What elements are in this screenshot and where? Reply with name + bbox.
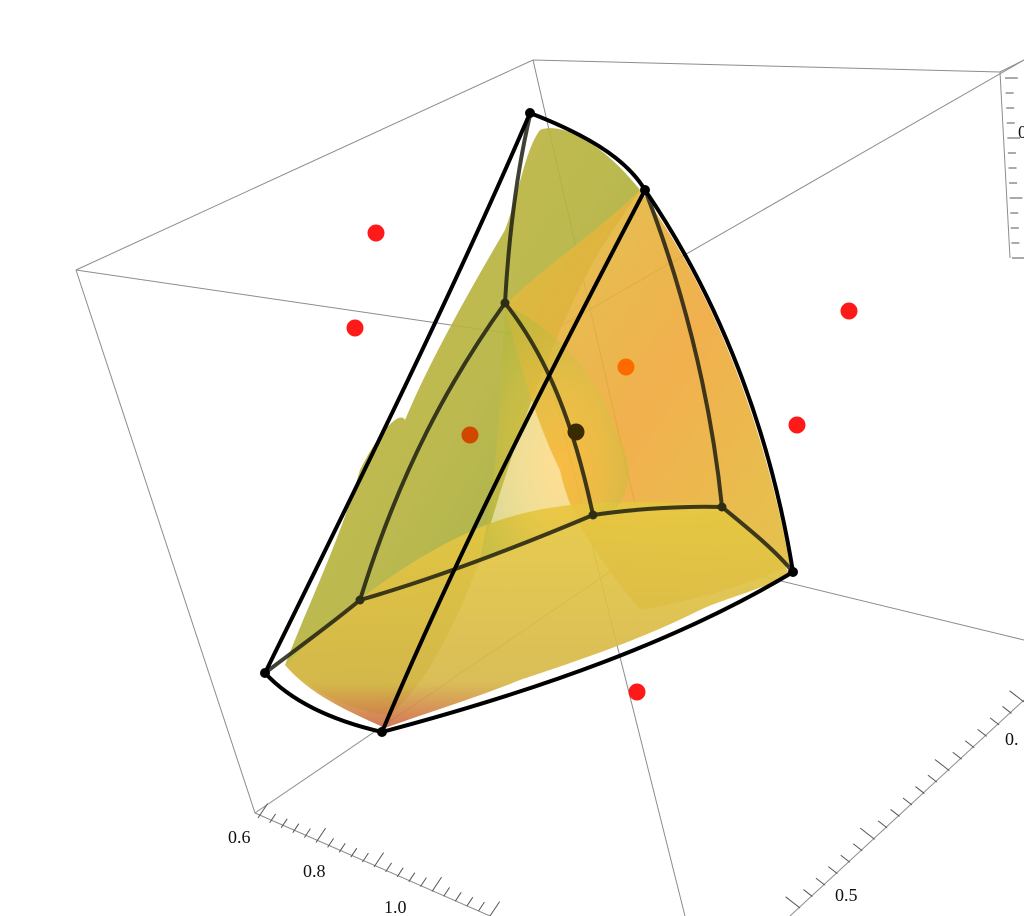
axis-tick <box>803 889 813 897</box>
axis-tick <box>315 827 327 843</box>
inner-edge <box>358 513 595 602</box>
axis-tick <box>927 774 938 783</box>
vertex <box>377 727 387 737</box>
outer-edge <box>263 671 384 734</box>
vertex <box>588 510 598 520</box>
left-axis-tick-label: 1.0 <box>384 897 407 916</box>
axis-tick <box>915 786 925 794</box>
vertex <box>500 298 510 308</box>
axis-tick <box>280 818 288 829</box>
axis-tick <box>361 852 369 863</box>
scatter-point-inner-2 <box>461 426 479 444</box>
axis-tick <box>1002 706 1012 714</box>
axis-tick <box>964 740 975 749</box>
axis-tick <box>815 877 826 886</box>
axis-tick <box>303 828 311 838</box>
left-axis-tick-label: 0.8 <box>303 861 326 881</box>
inner-edge <box>358 301 507 602</box>
box-edge <box>254 812 491 916</box>
right-axis-tick-label: 0. <box>1005 729 1019 749</box>
axis-tick <box>350 847 358 858</box>
axis-tick <box>890 809 900 817</box>
vertex <box>788 567 798 577</box>
inner-edge <box>643 188 724 509</box>
axis-tick <box>489 901 501 916</box>
outer-edge <box>528 111 647 192</box>
inner-edge <box>263 598 362 675</box>
vertex <box>640 185 650 195</box>
vertex <box>717 502 727 512</box>
axis-tick <box>443 887 451 897</box>
axis-tick <box>338 843 346 853</box>
axis-tick <box>419 877 427 887</box>
outer-edge <box>380 188 647 734</box>
outer-wireframe <box>263 111 795 734</box>
vertex <box>260 668 270 678</box>
wireframe-vertices <box>260 108 798 737</box>
inner-edge <box>720 505 795 574</box>
scatter-points <box>346 224 858 701</box>
axis-tick <box>828 866 838 875</box>
scatter-point-inner-1 <box>617 358 635 376</box>
surface-volume <box>285 128 790 728</box>
axis-tick <box>327 838 335 848</box>
axis-tick <box>852 843 863 852</box>
scatter-point-outer-4 <box>788 416 806 434</box>
left-axis-ticks <box>257 803 501 916</box>
axis-tick <box>292 823 300 833</box>
vertex <box>355 595 365 605</box>
vertical-axis-tick-label: 0 <box>1018 122 1024 142</box>
outer-edge <box>263 111 532 675</box>
axis-tick <box>859 827 875 840</box>
axis-tick <box>385 862 393 873</box>
axis-tick <box>840 854 851 863</box>
outer-edge <box>380 570 795 734</box>
scatter-point-outer-2 <box>346 319 364 337</box>
box-edge <box>789 699 1024 916</box>
axis-tick <box>257 803 269 819</box>
scatter-point-outer-3 <box>840 302 858 320</box>
outer-edge <box>643 188 795 574</box>
scatter-point-outer-5 <box>628 683 646 701</box>
box-edge <box>532 59 1001 73</box>
axis-tick <box>431 876 443 892</box>
axis-tick <box>373 852 385 868</box>
axis-tick <box>454 892 462 902</box>
axis-tick <box>977 728 987 737</box>
inner-edge <box>503 113 532 305</box>
axis-tick <box>785 896 801 909</box>
right-axis-tick-label: 0.5 <box>835 885 858 905</box>
box-edge <box>75 269 256 814</box>
inner-edge <box>591 504 724 517</box>
axis-tick <box>877 820 888 829</box>
scatter-point-inner-center <box>567 423 585 441</box>
axis-tick <box>989 717 1000 726</box>
surface-center-glow <box>480 305 629 560</box>
left-axis-tick-label: 0.6 <box>228 827 251 847</box>
inner-edge <box>503 301 595 517</box>
inner-wireframe <box>263 113 795 675</box>
box-edge <box>75 59 534 271</box>
axis-tick <box>408 872 416 882</box>
right-axis-ticks <box>785 690 1024 909</box>
box-edge <box>999 71 1011 259</box>
axis-tick <box>902 797 913 806</box>
vertical-axis-ticks <box>1005 77 1024 259</box>
vertex <box>525 108 535 118</box>
axis-tick <box>466 896 474 907</box>
axis-tick <box>952 751 963 760</box>
axis-tick <box>1009 690 1024 703</box>
axis-tick <box>396 867 404 878</box>
surface-bottom-face <box>285 502 790 728</box>
scatter-point-outer-1 <box>367 224 385 242</box>
axis-tick <box>269 813 277 824</box>
axis-tick <box>934 759 950 772</box>
axis-tick <box>477 901 485 912</box>
